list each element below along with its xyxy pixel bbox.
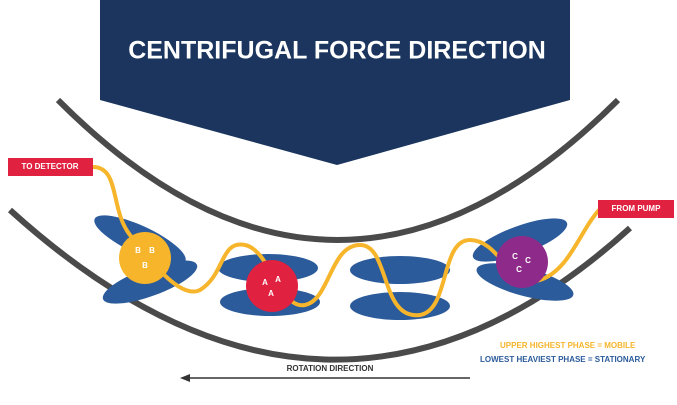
letter: B (149, 246, 155, 255)
letter: A (275, 275, 281, 284)
rotation-arrowhead (180, 374, 190, 382)
letter: A (268, 289, 274, 298)
solute-b (119, 232, 171, 284)
solute-a (246, 260, 298, 312)
rotation-label: ROTATION DIRECTION (287, 364, 374, 373)
to-detector-box (8, 158, 93, 176)
title: CENTRIFUGAL FORCE DIRECTION (128, 37, 546, 65)
force-arrow (100, 0, 570, 165)
letter: B (135, 246, 141, 255)
upper-arc (55, 97, 621, 243)
letter: C (516, 265, 522, 274)
letter: C (525, 256, 531, 265)
solute-c (496, 236, 548, 288)
from-pump-box (598, 200, 674, 218)
letter: B (142, 261, 148, 270)
letter: A (262, 278, 268, 287)
solute-letters: B B B A A A C C C (135, 246, 531, 298)
legend-stationary: LOWEST HEAVIEST PHASE = STATIONARY (480, 355, 646, 364)
from-pump: FROM PUMP (612, 204, 662, 213)
legend-mobile: UPPER HIGHEST PHASE = MOBILE (500, 341, 636, 350)
letter: C (512, 252, 518, 261)
to-detector: TO DETECTOR (21, 162, 78, 171)
